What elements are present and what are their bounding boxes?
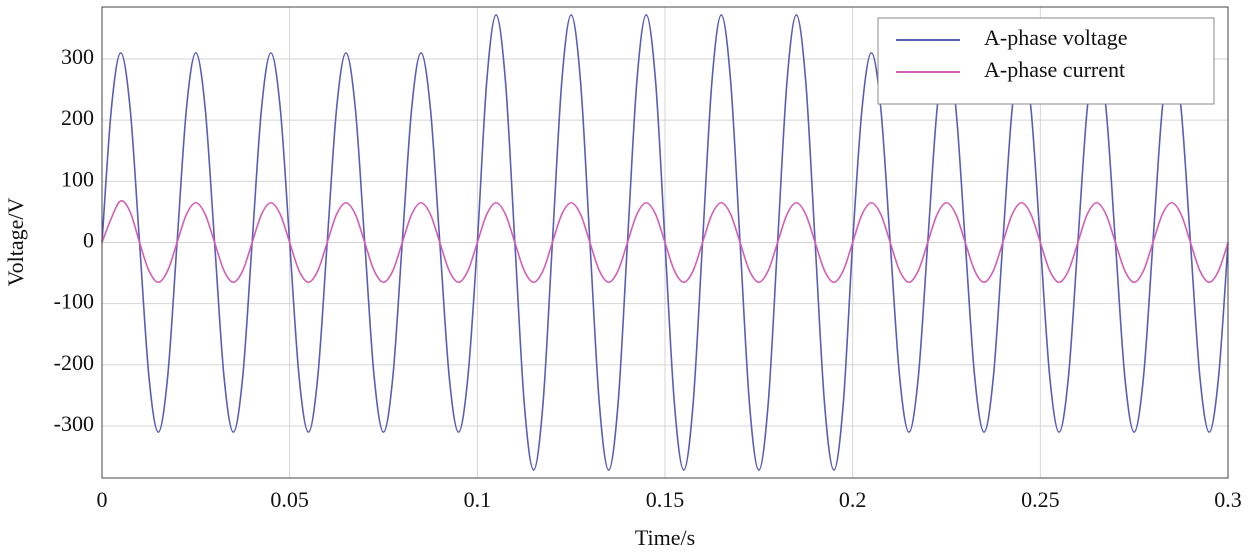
legend-label: A-phase voltage xyxy=(984,25,1128,50)
y-tick-label: -300 xyxy=(54,411,94,436)
series-line xyxy=(101,200,1229,284)
x-tick-label: 0.3 xyxy=(1214,487,1242,512)
x-tick-label: 0.1 xyxy=(464,487,492,512)
y-axis-label: Voltage/V xyxy=(3,197,28,286)
x-tick-label: 0.2 xyxy=(839,487,867,512)
x-axis-label: Time/s xyxy=(635,525,695,550)
y-tick-label: -100 xyxy=(54,289,94,314)
y-tick-label: 300 xyxy=(61,44,94,69)
plot-frame xyxy=(101,6,1229,479)
y-tick-label: -200 xyxy=(54,350,94,375)
x-tick-label: 0.05 xyxy=(270,487,309,512)
y-tick-label: 0 xyxy=(83,228,94,253)
x-tick-label: 0.15 xyxy=(646,487,685,512)
x-tick-label: 0.25 xyxy=(1021,487,1060,512)
legend-label: A-phase current xyxy=(984,57,1125,82)
y-tick-label: 200 xyxy=(61,105,94,130)
legend-box xyxy=(877,17,1215,105)
y-tick-label: 100 xyxy=(61,166,94,191)
x-tick-label: 0 xyxy=(97,487,108,512)
